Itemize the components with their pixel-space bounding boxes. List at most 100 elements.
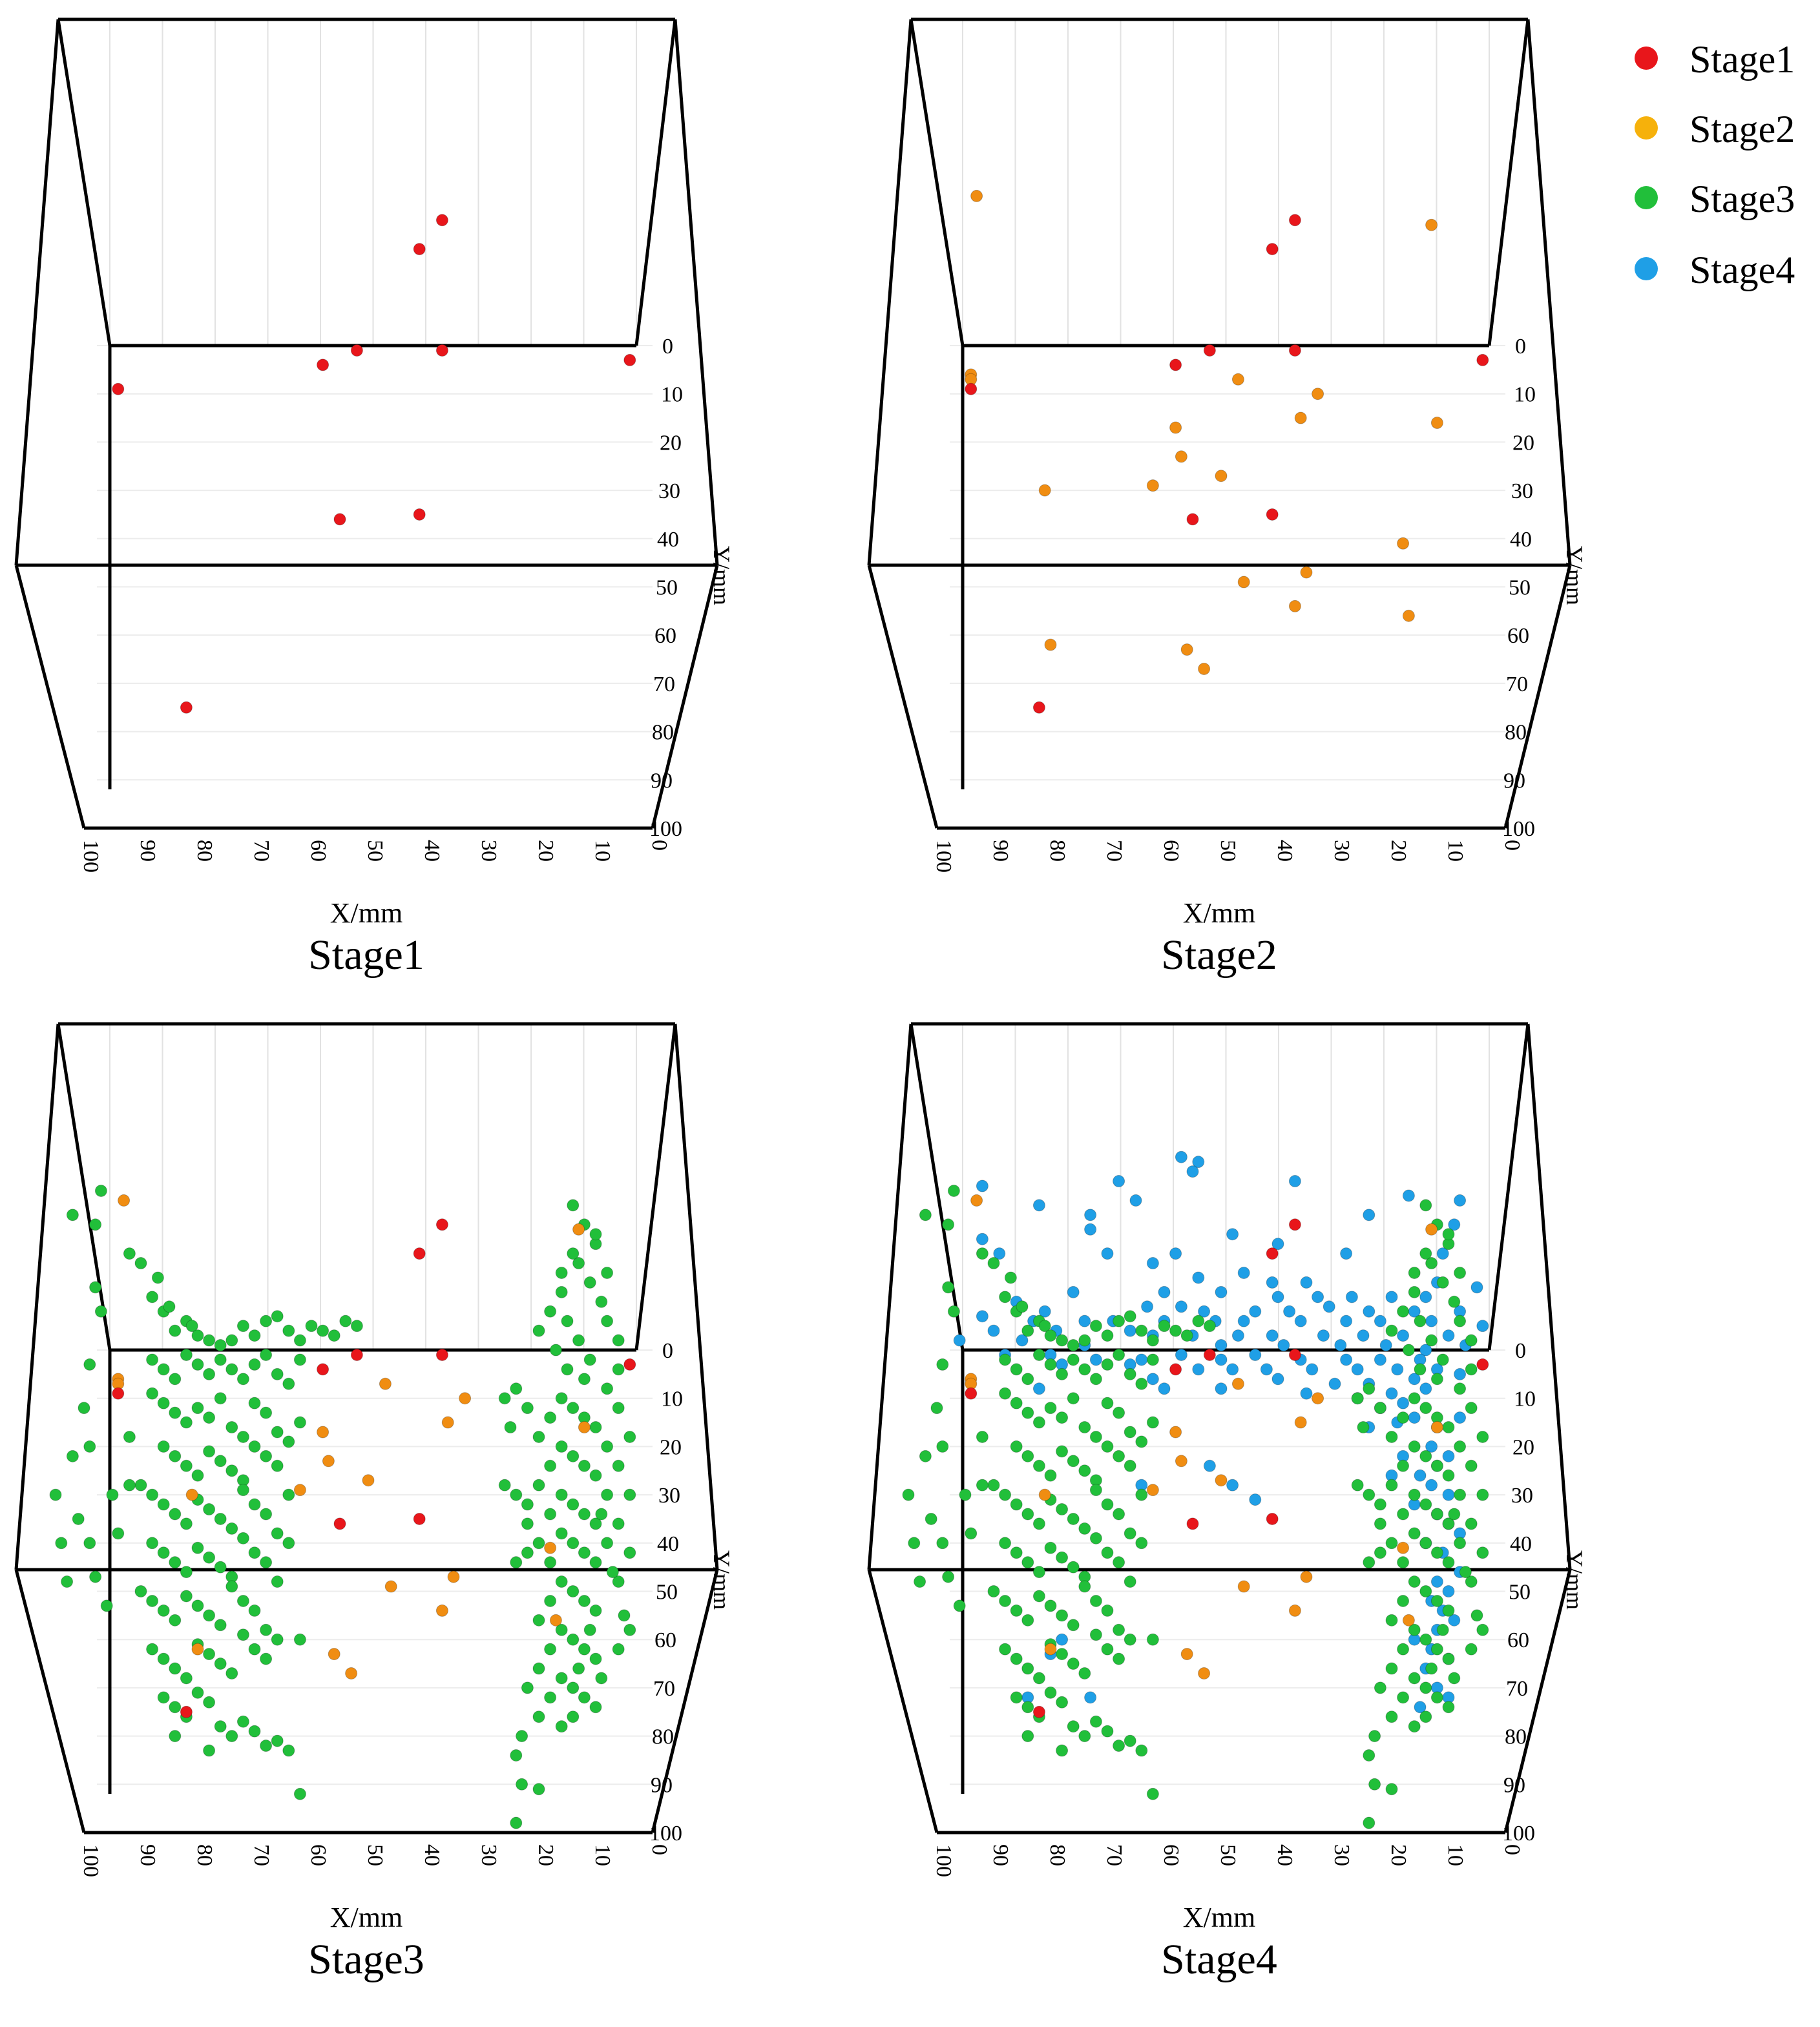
point-stage4 bbox=[1312, 1291, 1324, 1304]
legend-label-stage3: Stage3 bbox=[1689, 178, 1795, 220]
point-stage3 bbox=[1056, 1551, 1069, 1564]
legend-item-stage2: Stage2 bbox=[1635, 108, 1795, 151]
point-stage3 bbox=[1430, 1691, 1443, 1704]
point-stage3 bbox=[612, 1643, 625, 1656]
point-stage3 bbox=[169, 1406, 182, 1419]
point-stage3 bbox=[1430, 1594, 1443, 1607]
point-stage2 bbox=[1215, 1474, 1228, 1487]
x-axis-title: X/mm bbox=[1183, 1902, 1255, 1933]
point-stage3 bbox=[1101, 1546, 1114, 1559]
point-stage4 bbox=[1419, 1382, 1432, 1395]
point-stage3 bbox=[248, 1725, 261, 1738]
point-stage3 bbox=[225, 1334, 238, 1347]
x-tick-label: 40 bbox=[1273, 1844, 1297, 1866]
point-stage1 bbox=[112, 382, 125, 395]
point-stage2 bbox=[970, 189, 983, 202]
y-tick-label: 70 bbox=[1506, 1677, 1528, 1701]
point-stage3 bbox=[1351, 1392, 1364, 1405]
point-stage3 bbox=[163, 1300, 176, 1313]
point-stage3 bbox=[498, 1479, 511, 1492]
point-stage3 bbox=[976, 1247, 988, 1260]
point-stage3 bbox=[498, 1392, 511, 1405]
point-stage3 bbox=[1419, 1681, 1432, 1694]
point-stage4 bbox=[1442, 1585, 1455, 1597]
x-tick-label: 90 bbox=[136, 840, 160, 862]
point-stage4 bbox=[1442, 1488, 1455, 1501]
point-stage3 bbox=[1397, 1556, 1410, 1569]
point-stage4 bbox=[1192, 1363, 1205, 1376]
point-stage3 bbox=[589, 1604, 602, 1617]
point-stage3 bbox=[236, 1532, 249, 1544]
point-stage3 bbox=[191, 1358, 204, 1371]
point-stage3 bbox=[567, 1585, 580, 1597]
point-stage3 bbox=[83, 1358, 96, 1371]
point-stage4 bbox=[1414, 1701, 1427, 1714]
point-stage1 bbox=[1032, 1705, 1045, 1718]
point-stage3 bbox=[123, 1479, 136, 1492]
y-tick-label: 80 bbox=[1505, 721, 1527, 745]
box-edge bbox=[867, 19, 913, 566]
point-stage3 bbox=[180, 1566, 193, 1579]
point-stage3 bbox=[203, 1411, 216, 1424]
point-stage3 bbox=[601, 1315, 614, 1327]
point-stage3 bbox=[914, 1575, 926, 1588]
point-stage2 bbox=[362, 1474, 375, 1487]
point-stage3 bbox=[1113, 1652, 1125, 1665]
point-stage3 bbox=[999, 1488, 1012, 1501]
point-stage3 bbox=[1056, 1648, 1069, 1661]
y-tick-label: 30 bbox=[1511, 479, 1533, 503]
point-stage3 bbox=[225, 1580, 238, 1593]
point-stage3 bbox=[1032, 1566, 1045, 1579]
point-stage4 bbox=[1363, 1209, 1375, 1221]
point-stage3 bbox=[1056, 1445, 1069, 1458]
point-stage3 bbox=[1442, 1469, 1455, 1482]
point-stage3 bbox=[572, 1662, 585, 1675]
point-stage1 bbox=[435, 344, 448, 357]
point-stage3 bbox=[236, 1430, 249, 1443]
point-stage4 bbox=[1414, 1469, 1427, 1482]
point-stage3 bbox=[1442, 1604, 1455, 1617]
point-stage3 bbox=[1101, 1329, 1114, 1342]
point-stage3 bbox=[601, 1488, 614, 1501]
point-stage3 bbox=[561, 1363, 574, 1376]
point-stage3 bbox=[544, 1411, 557, 1424]
point-stage3 bbox=[248, 1643, 261, 1656]
point-stage4 bbox=[1425, 1440, 1438, 1453]
legend-marker-stage4 bbox=[1635, 257, 1658, 280]
point-stage3 bbox=[191, 1686, 204, 1699]
point-stage3 bbox=[1430, 1459, 1443, 1472]
point-stage3 bbox=[1101, 1643, 1114, 1656]
point-stage3 bbox=[1032, 1416, 1045, 1429]
point-stage2 bbox=[1038, 484, 1051, 497]
point-stage3 bbox=[1044, 1329, 1057, 1342]
point-stage3 bbox=[1016, 1300, 1029, 1313]
point-stage3 bbox=[1454, 1266, 1467, 1279]
point-stage2 bbox=[1231, 373, 1244, 386]
y-tick-label: 20 bbox=[1512, 1435, 1534, 1459]
point-stage3 bbox=[1056, 1503, 1069, 1516]
point-stage3 bbox=[1465, 1459, 1478, 1472]
point-stage1 bbox=[1203, 1348, 1216, 1361]
point-stage3 bbox=[248, 1546, 261, 1559]
point-stage3 bbox=[532, 1324, 545, 1337]
point-stage3 bbox=[1032, 1590, 1045, 1603]
point-stage2 bbox=[1175, 1455, 1187, 1468]
point-stage3 bbox=[936, 1440, 949, 1453]
x-tick-label: 90 bbox=[988, 840, 1012, 862]
point-stage1 bbox=[1288, 1348, 1301, 1361]
point-stage4 bbox=[1419, 1344, 1432, 1357]
point-stage3 bbox=[612, 1402, 625, 1415]
point-stage2 bbox=[118, 1194, 131, 1207]
point-stage3 bbox=[1408, 1266, 1421, 1279]
x-tick-label: 30 bbox=[477, 1844, 501, 1866]
point-stage4 bbox=[1454, 1411, 1467, 1424]
point-stage3 bbox=[72, 1512, 85, 1525]
point-stage3 bbox=[203, 1609, 216, 1622]
point-stage4 bbox=[1266, 1329, 1279, 1342]
point-stage3 bbox=[1078, 1363, 1091, 1376]
y-tick-label: 0 bbox=[1515, 335, 1526, 359]
point-stage3 bbox=[555, 1527, 568, 1540]
point-stage3 bbox=[953, 1599, 966, 1612]
point-stage3 bbox=[555, 1672, 568, 1685]
point-stage3 bbox=[987, 1257, 1000, 1270]
